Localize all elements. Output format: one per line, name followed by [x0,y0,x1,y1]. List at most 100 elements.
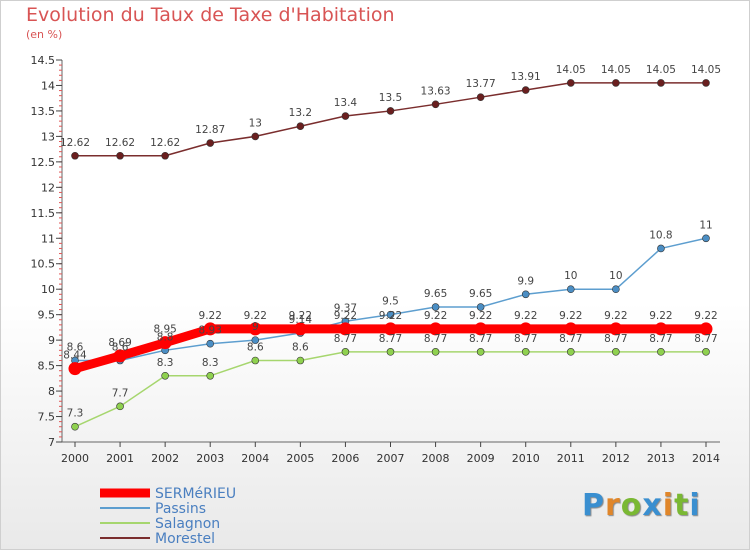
data-point [386,348,395,356]
data-label: 13.91 [511,71,541,83]
data-label: 7.7 [112,387,129,399]
x-tick-label: 2005 [286,452,314,465]
data-point [113,349,127,363]
data-label: 14.05 [646,64,676,76]
data-point [206,339,215,348]
data-point [116,402,124,411]
legend-label: SERMéRIEU [155,486,236,502]
x-tick-label: 2013 [647,452,675,465]
data-point [431,303,440,311]
data-label: 9.22 [199,310,222,322]
x-tick-label: 2011 [557,452,585,465]
logo-letter: r [605,488,621,523]
data-label: 13.63 [421,85,451,97]
data-point [702,79,710,87]
series-lines [68,79,713,431]
data-label: 10.8 [649,229,672,241]
data-point [476,93,485,101]
data-point [251,336,260,344]
y-tick-label: 14 [41,79,55,92]
data-point [251,132,260,141]
y-tick-label: 10 [41,283,55,296]
y-tick-label: 7.5 [38,411,56,424]
data-point [338,322,352,336]
x-tick-label: 2014 [692,452,720,465]
data-label: 8.95 [153,324,176,336]
y-tick-label: 14.5 [31,54,56,67]
data-label: 13.5 [379,92,402,104]
logo-letter: t [674,488,690,523]
y-tick-label: 13 [41,130,55,143]
data-point [657,244,665,253]
data-point [386,107,395,115]
data-label: 8.93 [199,325,222,337]
y-tick-label: 12.5 [31,156,56,169]
data-point [68,362,82,376]
data-label: 8.77 [694,333,717,345]
data-label: 8.3 [202,357,219,369]
data-point [699,322,713,336]
data-point [206,371,215,380]
data-point [657,348,665,356]
data-label: 13.2 [289,107,312,119]
x-tick-label: 2006 [331,452,359,465]
data-label: 8.77 [514,333,537,345]
data-point [203,322,217,336]
data-point [116,151,124,160]
data-point [476,348,485,356]
chart-axes: 7 7.5 8 8.5 9 9.5 10 10.5 11 11.5 12 12.5 13 13.5 14 14… [31,54,720,465]
data-label: 8.77 [604,333,627,345]
data-label: 9.22 [469,310,492,322]
data-label: 9.22 [694,310,717,322]
data-point [521,290,530,299]
data-label: 9.22 [514,310,537,322]
data-point [296,356,305,365]
data-label: 8.77 [334,333,357,345]
data-label: 14.05 [691,64,721,76]
data-point [161,151,169,160]
y-tick-label: 9.5 [38,309,56,322]
data-label: 9.65 [424,288,447,300]
x-tick-label: 2001 [106,452,134,465]
logo-letter: x [642,488,663,523]
data-point [296,122,305,131]
data-point [431,100,440,109]
data-label: 13 [249,117,262,129]
data-point [566,285,575,294]
x-tick-label: 2012 [602,452,630,465]
y-tick-label: 12 [41,181,55,194]
data-label: 9 [252,321,259,333]
data-point [612,348,620,356]
data-label: 8.69 [108,337,131,349]
proxiti-logo: Proxiti [582,488,701,523]
data-label: 12.62 [150,137,180,149]
data-point [429,322,443,336]
data-label: 10 [564,270,577,282]
data-point [702,348,710,356]
legend-label: Salagnon [155,516,220,532]
data-label: 9.65 [469,288,492,300]
data-point [612,79,620,87]
data-point [654,322,668,336]
data-label: 9.9 [517,275,534,287]
data-point [521,86,530,94]
y-tick-label: 13.5 [31,105,56,118]
data-point [476,303,485,311]
data-point [566,79,575,87]
x-tick-label: 2008 [422,452,450,465]
data-point [341,348,350,356]
data-point [702,234,710,243]
data-point [161,371,169,380]
data-label: 8.8 [157,331,174,343]
data-point [341,112,350,120]
data-label: 11 [699,219,712,231]
data-point [206,139,215,147]
data-point [657,79,665,87]
data-label: 9.22 [424,310,447,322]
data-point [251,356,260,365]
y-tick-label: 10.5 [31,258,56,271]
chart-unit: (en %) [26,28,63,41]
